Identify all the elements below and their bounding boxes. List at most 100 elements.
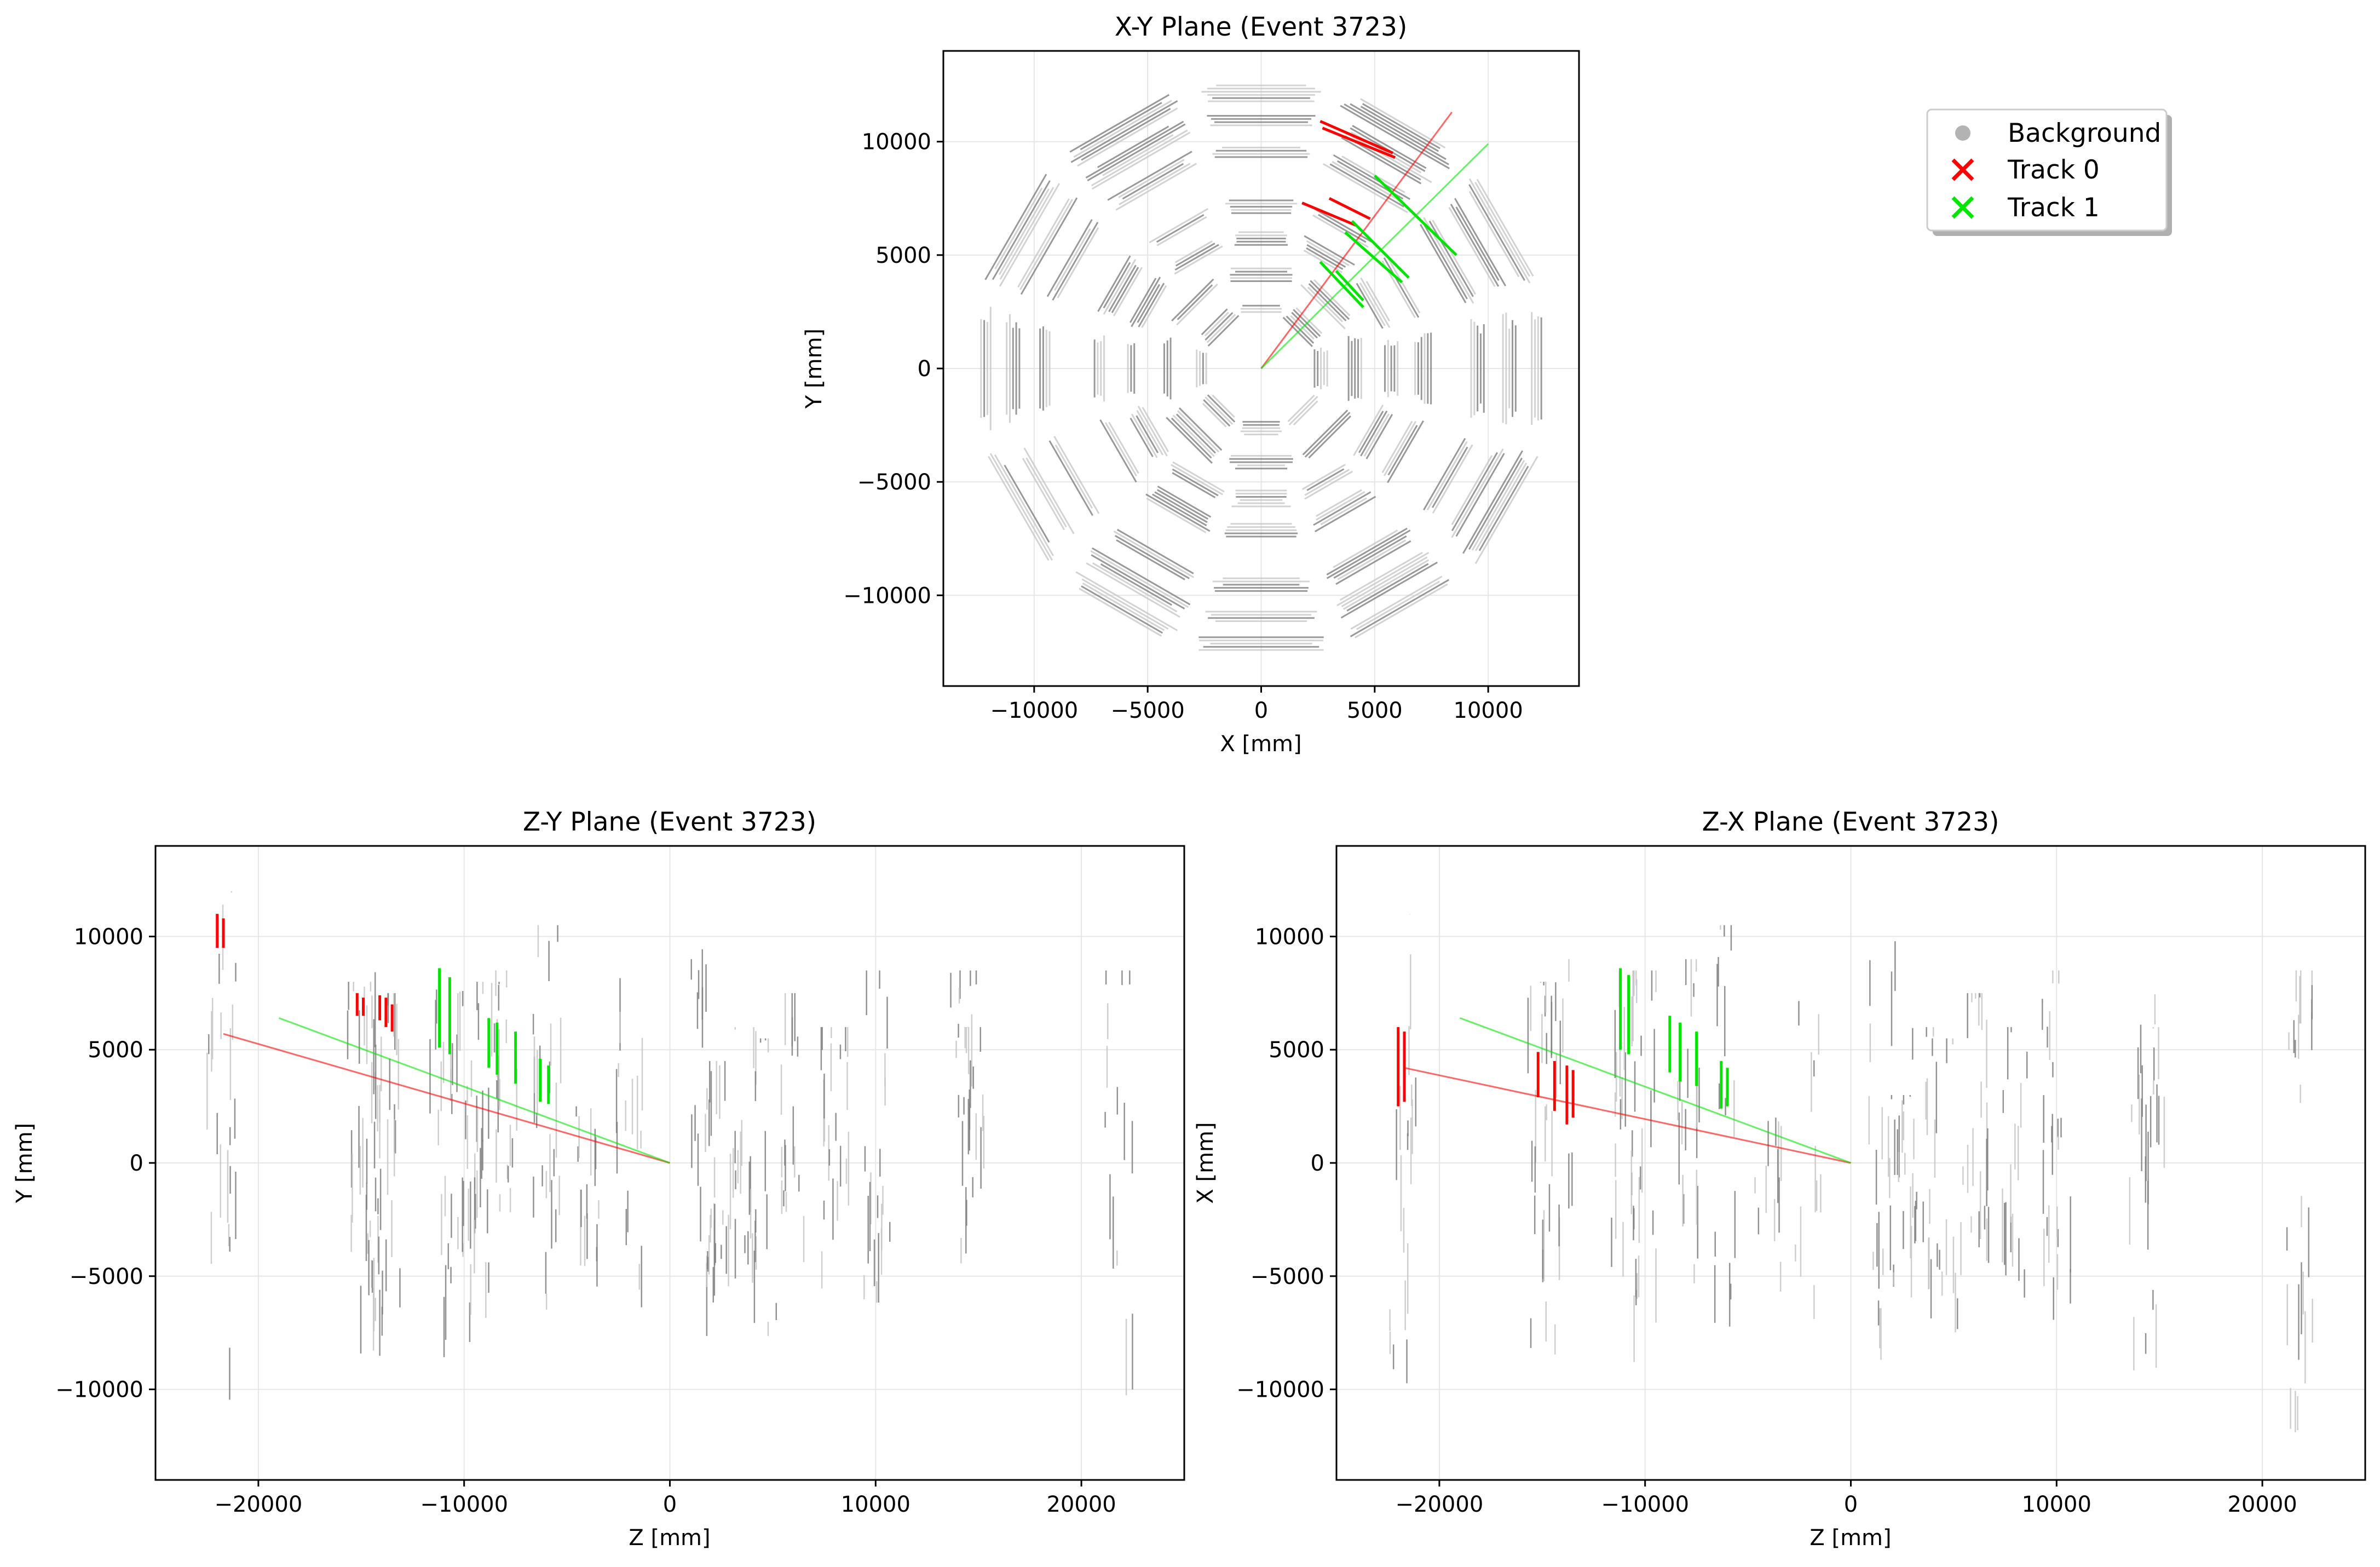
xy-background-hit <box>1046 219 1093 297</box>
xy-background-hit <box>984 174 1047 280</box>
xy-background-hit <box>1333 529 1398 568</box>
xy-background-hit <box>1176 283 1218 326</box>
xy-background-hit <box>1304 470 1353 500</box>
xy-background-hit <box>1023 447 1075 534</box>
xy-background-hit <box>1142 407 1169 452</box>
zx-ytick-label: −5000 <box>1250 1264 1324 1289</box>
xy-background-hit <box>1336 552 1430 607</box>
xy-background-hit <box>1341 137 1422 185</box>
zx-xlabel: Z [mm] <box>1810 1525 1891 1551</box>
legend: Background Track 0 Track 1 <box>1926 108 2172 236</box>
zx-track-line <box>1404 1067 1851 1164</box>
xy-background-hit <box>1384 420 1417 476</box>
xy-background-hit <box>1468 191 1520 278</box>
xy-background-hit <box>1365 280 1391 321</box>
xy-background-hit <box>1092 547 1191 606</box>
xy-background-hit <box>1340 105 1450 170</box>
xy-background-hit <box>1048 440 1093 516</box>
xy-background-hit <box>998 188 1050 275</box>
zy-track-line <box>223 1033 670 1164</box>
xy-background-hit <box>1337 539 1407 580</box>
xy-background-hit <box>1315 496 1376 533</box>
xy-background-hit <box>1114 535 1190 579</box>
xy-background-hit <box>1080 102 1162 151</box>
xy-background-hit <box>1316 489 1362 517</box>
xy-background-hit <box>1111 267 1139 313</box>
zy-xlabel: Z [mm] <box>629 1525 710 1551</box>
zx-ylabel: X [mm] <box>1193 1122 1218 1203</box>
xy-background-hit <box>1077 107 1178 167</box>
xy-background-hit <box>1322 163 1408 214</box>
zy-xtick-label: −20000 <box>215 1492 303 1517</box>
xy-background-hit <box>1476 178 1534 277</box>
xy-background-hit <box>1426 441 1468 511</box>
xy-background-hit <box>1315 209 1373 243</box>
xy-background-hit <box>1116 539 1185 580</box>
xy-track-hit <box>1322 126 1396 159</box>
xy-background-hit <box>1359 282 1386 326</box>
xy-ytick-label: −5000 <box>857 470 931 495</box>
xy-background-hit <box>1326 527 1408 576</box>
xy-background-hit <box>1118 159 1185 198</box>
zx-track-line <box>1459 1017 1852 1164</box>
xy-background-hit <box>1166 417 1213 464</box>
xy-background-hit <box>1081 108 1171 161</box>
xy-background-hit <box>1017 198 1070 288</box>
xy-background-hit <box>994 187 1043 270</box>
xy-background-hit <box>1141 285 1167 329</box>
xy-background-hit <box>1387 424 1418 476</box>
xy-background-hit <box>1365 414 1393 459</box>
background-marker-icon <box>1955 125 1970 141</box>
xy-background-hit <box>1362 103 1440 149</box>
xy-background-hit <box>1113 531 1195 578</box>
xy-background-hit <box>1022 458 1065 531</box>
xy-background-hit <box>1104 422 1137 477</box>
xy-background-hit <box>1383 257 1420 318</box>
xy-background-hit <box>999 187 1054 280</box>
xy-background-hit <box>1356 580 1440 630</box>
xy-background-hit <box>1355 583 1448 638</box>
xy-panel: X-Y Plane (Event 3723) X [mm] Y [mm] −10… <box>802 12 1580 757</box>
xy-track-hit <box>1328 197 1371 220</box>
zx-ytick-label: 0 <box>1311 1151 1324 1176</box>
zy-xtick-label: −10000 <box>420 1492 508 1517</box>
xy-background-hit <box>1053 228 1091 291</box>
zx-plot-area <box>1336 846 2365 1480</box>
xy-background-hit <box>1360 277 1391 328</box>
xy-background-hit <box>1431 446 1468 508</box>
xy-background-hit <box>1301 464 1346 490</box>
xy-background-hit <box>1171 278 1214 322</box>
xy-background-hit <box>1205 312 1234 341</box>
xy-background-hit <box>1172 461 1225 493</box>
xy-background-hit <box>1070 100 1178 163</box>
xy-background-hit <box>1081 578 1169 630</box>
xy-background-hit <box>1174 244 1219 271</box>
xy-background-hit <box>1316 491 1365 521</box>
xy-background-hit <box>1091 129 1188 187</box>
xy-background-hit <box>1340 561 1438 619</box>
legend-label-track-0: Track 0 <box>2007 155 2100 185</box>
xy-background-hit <box>1097 255 1131 312</box>
xy-background-hit <box>1172 414 1215 457</box>
xy-background-hit <box>1175 243 1215 267</box>
xy-xtick-label: 10000 <box>1454 698 1523 723</box>
xy-background-hit <box>1333 535 1407 579</box>
xy-background-hit <box>1202 402 1227 428</box>
xy-background-hit <box>1146 497 1207 533</box>
xy-background-hit <box>1381 420 1413 474</box>
xy-background-hit <box>1312 214 1369 248</box>
xy-background-hit <box>1201 308 1228 336</box>
xy-background-hit <box>1313 491 1371 526</box>
xy-background-hit <box>1108 264 1137 312</box>
zy-xtick-label: 10000 <box>841 1492 910 1517</box>
xy-background-hit <box>1419 224 1467 303</box>
xy-background-hit <box>1171 417 1212 459</box>
xy-background-hit <box>1451 452 1499 532</box>
zx-xtick-label: −10000 <box>1601 1492 1689 1517</box>
xy-track-hit <box>1319 261 1364 308</box>
xy-background-hit <box>1156 489 1209 520</box>
xy-track-line <box>1260 111 1453 369</box>
xy-background-hit <box>1178 407 1223 451</box>
xy-background-hit <box>1339 551 1423 601</box>
